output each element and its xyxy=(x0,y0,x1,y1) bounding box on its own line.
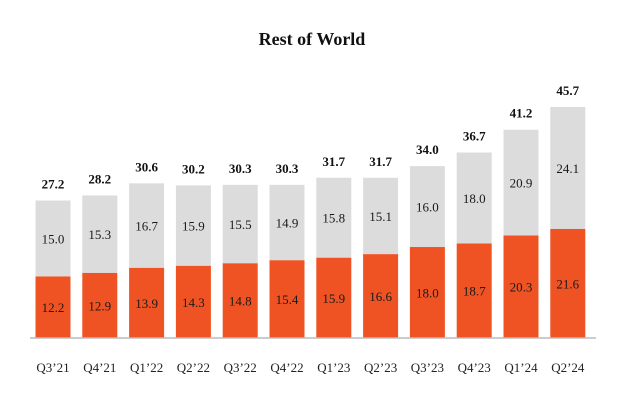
total-label: 30.3 xyxy=(229,161,252,176)
bar-segment-top xyxy=(269,184,305,261)
data-label-bottom: 20.3 xyxy=(510,280,533,295)
bar-segment-bottom xyxy=(503,235,539,338)
bar-segment-bottom xyxy=(175,265,211,338)
bar-segment-bottom xyxy=(316,257,352,338)
bar-segment-top xyxy=(82,195,118,273)
bar-segment-top xyxy=(129,183,165,268)
bar-segment-top xyxy=(316,177,352,258)
x-tick-label: Q1’24 xyxy=(504,360,538,375)
data-label-bottom: 14.8 xyxy=(229,294,252,309)
data-label-top: 20.9 xyxy=(510,176,533,191)
bar-segment-bottom xyxy=(82,272,118,338)
chart-title: Rest of World xyxy=(259,29,366,49)
total-label: 41.2 xyxy=(510,106,533,121)
bar-segment-bottom xyxy=(409,247,445,338)
bar-segment-top xyxy=(409,166,445,248)
total-label: 28.2 xyxy=(88,171,111,186)
x-tick-label: Q4’22 xyxy=(270,360,303,375)
bar-segment-bottom xyxy=(550,228,586,338)
bars-layer xyxy=(35,107,586,338)
bar-segment-bottom xyxy=(35,276,71,338)
x-tick-label: Q2’22 xyxy=(177,360,210,375)
bar-segment-bottom xyxy=(222,263,258,338)
labels-layer: 12.2 15.0 27.2 12.9 15.3 28.2 13.9 16.7 30.6 14.3… xyxy=(42,83,580,315)
total-label: 45.7 xyxy=(556,83,579,98)
total-label: 27.2 xyxy=(42,177,65,192)
bar-segment-bottom xyxy=(363,254,399,338)
data-label-bottom: 14.3 xyxy=(182,295,205,310)
x-tick-label: Q3’21 xyxy=(36,360,69,375)
data-label-top: 14.9 xyxy=(276,216,299,231)
bar-segment-top xyxy=(35,200,71,277)
bar-segment-top xyxy=(550,107,586,229)
x-tick-label: Q2’23 xyxy=(364,360,397,375)
data-label-bottom: 12.9 xyxy=(88,298,111,313)
total-label: 36.7 xyxy=(463,128,486,143)
bar-segment-top xyxy=(456,152,492,244)
data-label-top: 15.1 xyxy=(369,209,392,224)
x-tick-label: Q1’23 xyxy=(317,360,350,375)
data-label-bottom: 15.9 xyxy=(322,291,345,306)
data-label-bottom: 16.6 xyxy=(369,289,392,304)
bar-segment-top xyxy=(503,129,539,236)
x-axis-ticks: Q3’21 Q4’21 Q1’22 Q2’22 Q3’22 Q4’22 Q1’23 Q2’23… xyxy=(36,360,585,375)
data-label-top: 15.0 xyxy=(42,231,65,246)
total-label: 34.0 xyxy=(416,142,439,157)
bar-segment-bottom xyxy=(456,243,492,338)
bar-segment-top xyxy=(175,185,211,266)
bar-segment-bottom xyxy=(129,267,165,338)
data-label-bottom: 13.9 xyxy=(135,296,158,311)
x-tick-label: Q1’22 xyxy=(130,360,163,375)
data-label-top: 16.7 xyxy=(135,219,158,234)
x-tick-label: Q2’24 xyxy=(551,360,585,375)
x-tick-label: Q4’23 xyxy=(458,360,491,375)
data-label-top: 15.5 xyxy=(229,217,252,232)
data-label-bottom: 18.0 xyxy=(416,286,439,301)
data-label-top: 15.8 xyxy=(322,211,345,226)
data-label-bottom: 15.4 xyxy=(276,292,299,307)
bar-segment-top xyxy=(222,184,258,264)
data-label-bottom: 18.7 xyxy=(463,284,486,299)
bar-segment-top xyxy=(363,177,399,255)
total-label: 30.3 xyxy=(276,161,299,176)
x-tick-label: Q4’21 xyxy=(83,360,116,375)
data-label-top: 16.0 xyxy=(416,200,439,215)
bar-segment-bottom xyxy=(269,260,305,338)
total-label: 31.7 xyxy=(322,154,345,169)
data-label-top: 15.3 xyxy=(88,227,111,242)
total-label: 30.2 xyxy=(182,161,205,176)
x-tick-label: Q3’22 xyxy=(224,360,257,375)
data-label-bottom: 12.2 xyxy=(42,300,65,315)
data-label-top: 15.9 xyxy=(182,219,205,234)
data-label-bottom: 21.6 xyxy=(556,276,579,291)
total-label: 31.7 xyxy=(369,154,392,169)
x-tick-label: Q3’23 xyxy=(411,360,444,375)
data-label-top: 18.0 xyxy=(463,191,486,206)
data-label-top: 24.1 xyxy=(556,161,579,176)
total-label: 30.6 xyxy=(135,159,158,174)
